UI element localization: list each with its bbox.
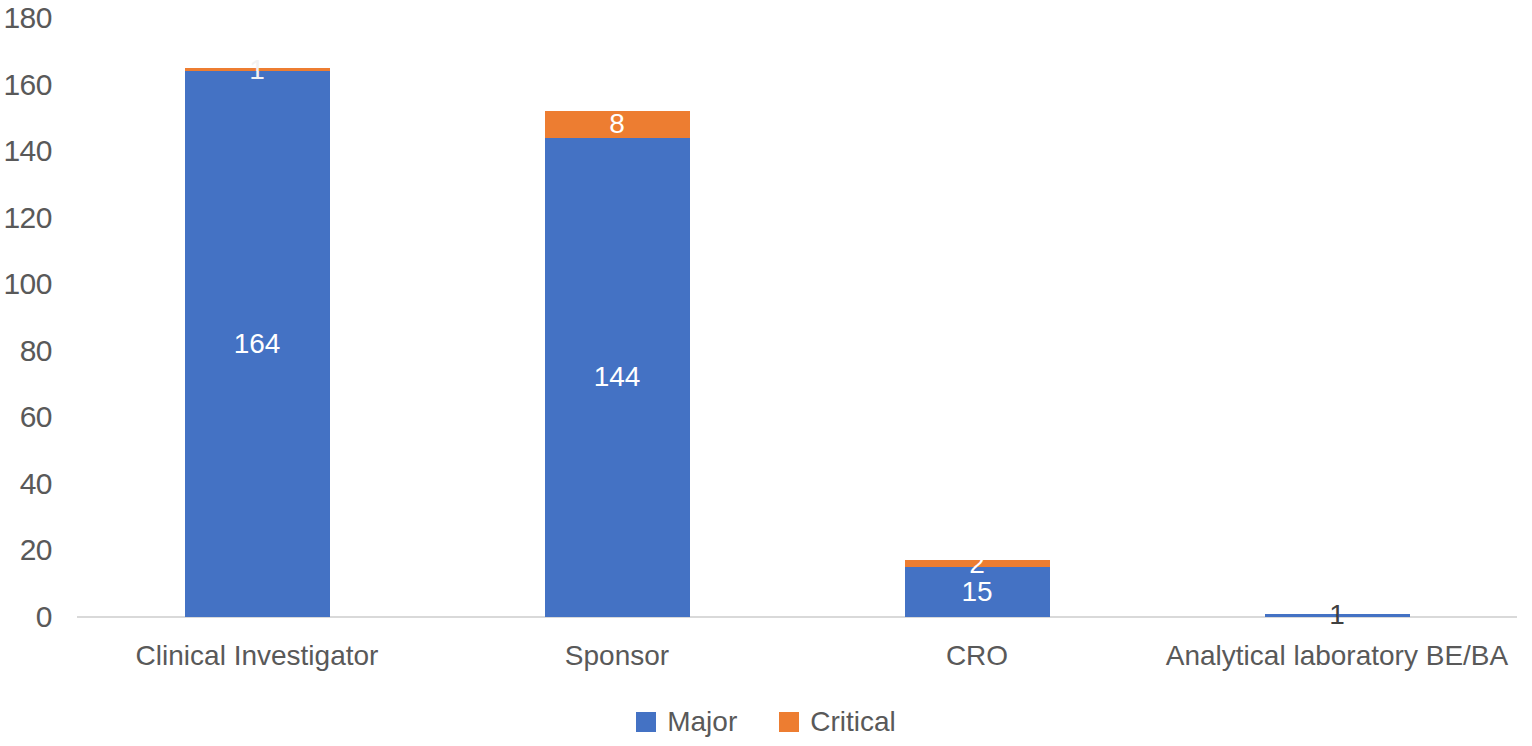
data-label-major-sponsor: 144 — [545, 362, 690, 392]
y-tick-label-160: 160 — [0, 69, 52, 101]
x-category-label-clinical-investigator: Clinical Investigator — [77, 640, 437, 672]
legend-item-critical: Critical — [779, 706, 896, 738]
legend-swatch-icon-major — [636, 712, 656, 732]
data-label-critical-clinical-investigator: 1 — [185, 55, 330, 85]
y-tick-label-120: 120 — [0, 202, 52, 234]
legend: Major Critical — [0, 706, 1532, 738]
legend-swatch-icon-critical — [779, 712, 799, 732]
legend-item-major: Major — [636, 706, 737, 738]
stacked-bar-chart: 0 20 40 60 80 100 120 140 160 180 164 1 144 8 152 1 Cl… — [0, 0, 1532, 746]
y-tick-label-60: 60 — [0, 401, 52, 433]
y-tick-label-180: 180 — [0, 2, 52, 34]
legend-label-critical: Critical — [810, 706, 896, 738]
x-category-label-analytical-laboratory-be-ba: Analytical laboratory BE/BA — [1157, 640, 1517, 672]
x-category-label-sponsor: Sponsor — [437, 640, 797, 672]
y-tick-label-80: 80 — [0, 335, 52, 367]
y-tick-label-0: 0 — [0, 601, 52, 633]
legend-label-major: Major — [667, 706, 737, 738]
data-label-major-analytical-laboratory-be-ba: 1 — [1265, 600, 1410, 630]
data-label-critical-cro: 2 — [905, 549, 1050, 579]
x-category-label-cro: CRO — [797, 640, 1157, 672]
y-tick-label-20: 20 — [0, 534, 52, 566]
data-label-critical-sponsor: 8 — [545, 109, 690, 139]
data-label-major-clinical-investigator: 164 — [185, 329, 330, 359]
data-label-major-cro: 15 — [905, 577, 1050, 607]
y-tick-label-40: 40 — [0, 468, 52, 500]
y-tick-label-140: 140 — [0, 135, 52, 167]
y-tick-label-100: 100 — [0, 268, 52, 300]
